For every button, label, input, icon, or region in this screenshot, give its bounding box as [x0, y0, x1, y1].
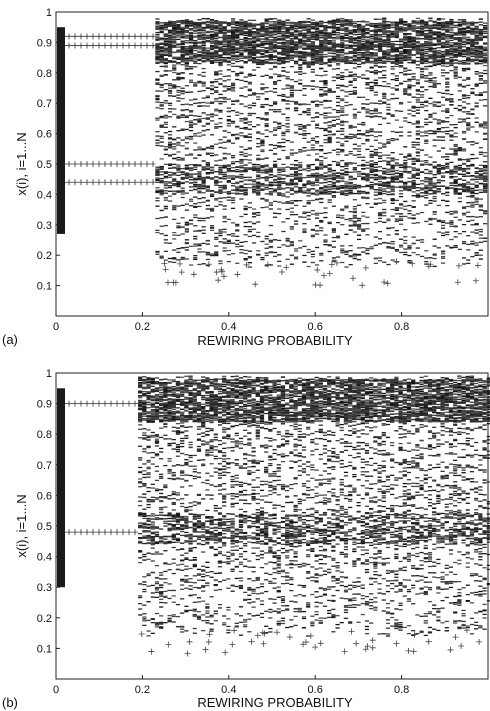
p0-data-column [57, 27, 65, 234]
panel-a-data [57, 17, 488, 289]
panel-a: 0.10.20.30.40.50.60.70.80.91 0 0.2 0.4 0.6 0… [2, 7, 489, 348]
